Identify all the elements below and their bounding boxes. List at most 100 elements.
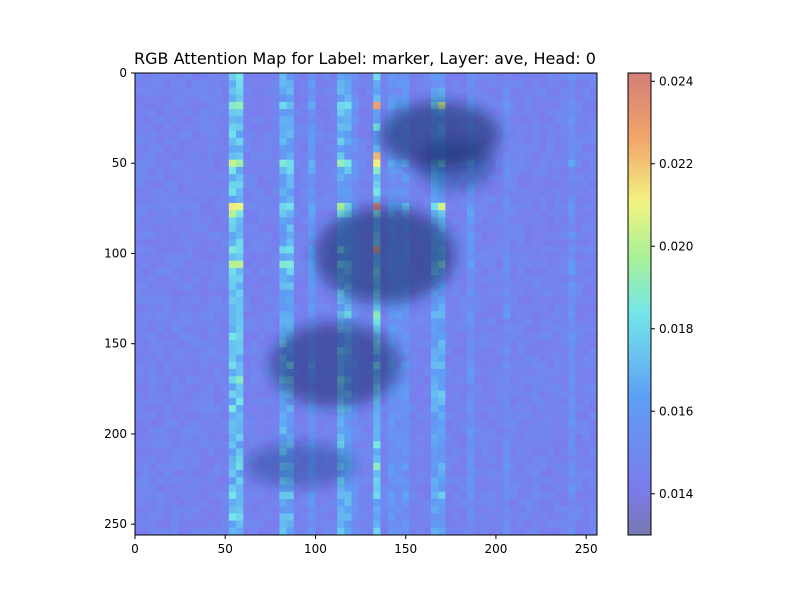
heatmap-cell	[156, 405, 165, 413]
heatmap-cell	[286, 260, 295, 269]
heatmap-cell	[214, 347, 223, 355]
heatmap-cell	[568, 441, 576, 449]
heatmap-cell	[474, 325, 482, 334]
heatmap-cell	[510, 426, 518, 435]
heatmap-cell	[293, 166, 302, 175]
heatmap-cell	[199, 195, 208, 204]
heatmap-cell	[199, 354, 208, 363]
heatmap-cell	[438, 368, 446, 377]
heatmap-cell	[366, 498, 374, 507]
heatmap-cell	[546, 491, 555, 500]
heatmap-cell	[560, 275, 569, 283]
heatmap-cell	[575, 174, 583, 182]
heatmap-cell	[156, 217, 165, 225]
heatmap-cell	[560, 195, 569, 204]
heatmap-cell	[351, 419, 360, 428]
heatmap-cell	[257, 145, 266, 153]
heatmap-cell	[301, 94, 309, 103]
heatmap-cell	[163, 477, 172, 485]
heatmap-cell	[171, 304, 179, 312]
heatmap-cell	[163, 433, 172, 442]
heatmap-cell	[467, 354, 475, 363]
heatmap-cell	[257, 332, 266, 341]
heatmap-cell	[185, 455, 194, 464]
heatmap-cell	[495, 188, 504, 197]
heatmap-cell	[301, 260, 309, 269]
heatmap-cell	[423, 304, 432, 312]
heatmap-cell	[510, 80, 518, 88]
heatmap-cell	[445, 94, 454, 103]
heatmap-cell	[329, 513, 338, 521]
heatmap-cell	[214, 506, 223, 514]
heatmap-cell	[163, 441, 172, 449]
heatmap-cell	[135, 419, 143, 428]
heatmap-cell	[329, 484, 338, 493]
heatmap-cell	[243, 217, 251, 225]
heatmap-cell	[156, 340, 165, 348]
heatmap-cell	[416, 87, 425, 96]
heatmap-cell	[221, 311, 230, 319]
heatmap-cell	[264, 202, 273, 211]
heatmap-cell	[575, 239, 583, 247]
heatmap-cell	[503, 260, 511, 269]
heatmap-cell	[589, 470, 598, 478]
heatmap-cell	[366, 397, 374, 406]
heatmap-cell	[387, 462, 396, 471]
heatmap-cell	[575, 340, 583, 348]
heatmap-cell	[344, 419, 352, 428]
heatmap-cell	[293, 217, 302, 225]
heatmap-cell	[416, 311, 425, 319]
heatmap-cell	[589, 361, 598, 370]
heatmap-cell	[481, 513, 490, 521]
heatmap-cell	[163, 527, 172, 536]
heatmap-cell	[474, 513, 482, 521]
heatmap-cell	[546, 448, 555, 456]
heatmap-cell	[257, 304, 266, 312]
heatmap-cell	[236, 145, 244, 153]
heatmap-cell	[221, 484, 230, 493]
heatmap-cell	[329, 202, 338, 211]
heatmap-cell	[524, 419, 533, 428]
heatmap-cell	[532, 304, 540, 312]
heatmap-cell	[430, 470, 439, 478]
heatmap-cell	[264, 181, 273, 189]
heatmap-cell	[546, 477, 555, 485]
heatmap-cell	[329, 491, 338, 500]
heatmap-cell	[301, 513, 309, 521]
heatmap-cell	[178, 412, 186, 420]
heatmap-cell	[199, 94, 208, 103]
heatmap-cell	[582, 347, 591, 355]
heatmap-cell	[250, 325, 259, 334]
heatmap-cell	[221, 383, 230, 392]
heatmap-cell	[272, 80, 280, 88]
heatmap-cell	[142, 224, 150, 233]
heatmap-cell	[589, 253, 598, 262]
heatmap-cell	[546, 412, 555, 420]
heatmap-cell	[481, 267, 490, 276]
heatmap-cell	[214, 520, 223, 529]
heatmap-cell	[272, 195, 280, 204]
heatmap-cell	[394, 441, 403, 449]
heatmap-cell	[402, 354, 410, 363]
heatmap-cell	[228, 195, 237, 204]
heatmap-cell	[228, 137, 237, 146]
heatmap-cell	[163, 217, 172, 225]
heatmap-cell	[459, 383, 468, 392]
heatmap-cell	[171, 224, 179, 233]
heatmap-cell	[402, 347, 410, 355]
heatmap-cell	[459, 289, 468, 298]
heatmap-cell	[329, 195, 338, 204]
heatmap-cell	[279, 116, 287, 124]
heatmap-cell	[510, 433, 518, 442]
heatmap-cell	[467, 470, 475, 478]
heatmap-cell	[279, 332, 287, 341]
heatmap-cell	[199, 405, 208, 413]
heatmap-cell	[394, 174, 403, 182]
heatmap-cell	[582, 123, 591, 132]
heatmap-cell	[178, 267, 186, 276]
heatmap-cell	[178, 231, 186, 240]
heatmap-cell	[438, 94, 446, 103]
heatmap-cell	[474, 101, 482, 110]
heatmap-cell	[546, 462, 555, 471]
